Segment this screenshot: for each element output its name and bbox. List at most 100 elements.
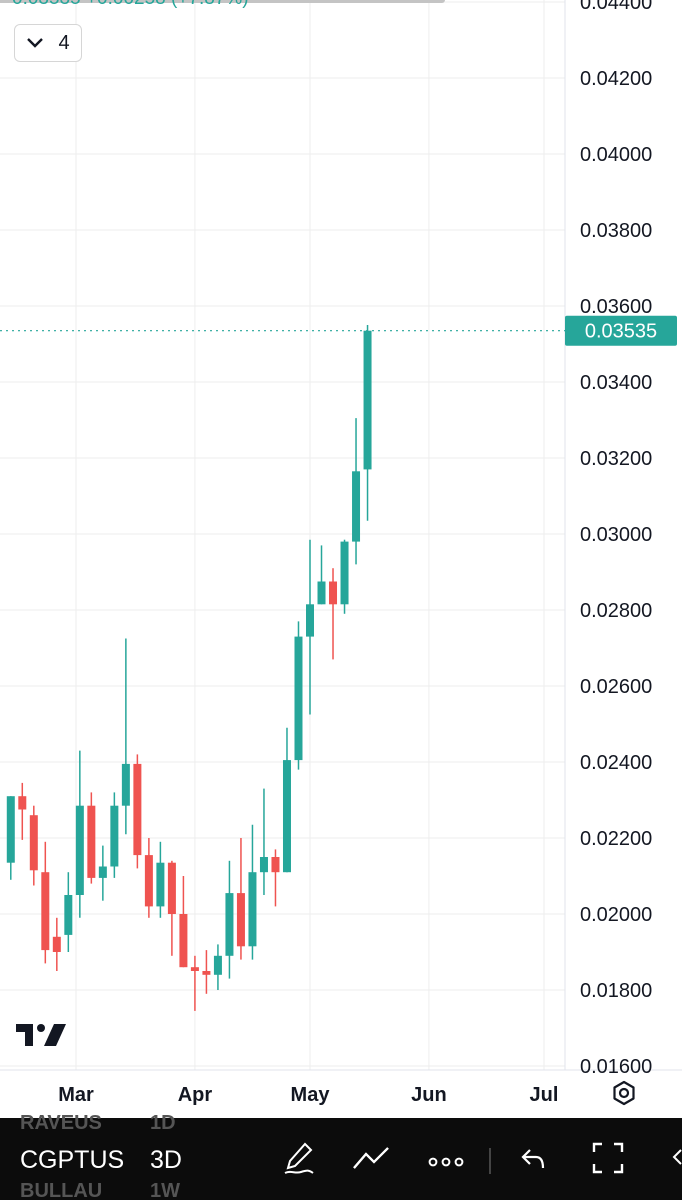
bottom-toolbar: RAVEUS 1D CGPTUS 3D BULLAU 1W [0, 1112, 682, 1202]
candle [213, 944, 222, 990]
candle-body [271, 857, 280, 873]
candle-body [110, 805, 119, 867]
horizontal-gridlines [0, 1, 565, 1067]
candle [6, 796, 15, 880]
candle-body [352, 471, 361, 542]
candle [317, 545, 326, 605]
candle-body [6, 796, 15, 863]
candle-body [75, 805, 84, 895]
candle [52, 917, 61, 971]
interval-button[interactable]: 3D [150, 1146, 182, 1174]
candle-body [248, 872, 257, 947]
candle-body [213, 955, 222, 975]
candle-body [167, 862, 176, 914]
price-tick-label: 0.03200 [580, 448, 652, 470]
candle-body [363, 330, 372, 470]
price-tick-label: 0.03400 [580, 372, 652, 394]
vertical-gridlines [75, 0, 545, 1070]
candle [41, 841, 50, 964]
candle [121, 638, 130, 835]
time-tick-label: May [291, 1084, 331, 1106]
candle [271, 849, 280, 907]
fullscreen-icon[interactable] [592, 1142, 624, 1179]
price-tick-label: 0.02200 [580, 828, 652, 850]
price-tick-label: 0.02000 [580, 904, 652, 926]
candles[interactable] [6, 325, 372, 1011]
ghost-interval-below: 1W [150, 1180, 180, 1202]
candle [110, 792, 119, 878]
last-price-badge [565, 315, 677, 346]
last-price-value: 0.03535 [585, 321, 657, 343]
tradingview-logo[interactable] [16, 1022, 66, 1053]
candle [340, 539, 349, 614]
candle [133, 754, 142, 869]
candle [259, 788, 268, 895]
candle [98, 845, 107, 901]
candle [29, 805, 38, 886]
indicator-count: 4 [58, 31, 70, 54]
candle-body [282, 760, 291, 873]
candle-body [306, 604, 314, 637]
ghost-interval-above: 1D [150, 1112, 176, 1134]
candle-body [98, 866, 107, 878]
candle [363, 325, 372, 521]
indicators-collapse-button[interactable]: 4 [14, 24, 82, 62]
candle-body [133, 763, 142, 856]
candle-body [179, 914, 188, 968]
drawing-tools-icon[interactable] [352, 1144, 390, 1177]
time-tick-label: Apr [178, 1084, 213, 1106]
ghost-symbol-above: RAVEUS [20, 1112, 102, 1134]
price-tick-label: 0.02400 [580, 752, 652, 774]
candle [144, 838, 153, 918]
partial-icon [672, 1148, 682, 1175]
candle [64, 872, 73, 952]
candle-body [41, 872, 50, 951]
symbol-name[interactable]: CGPTUS [20, 1146, 125, 1174]
candle-body [340, 541, 349, 605]
candlestick-chart[interactable]: 0.04400 0.04200 0.04000 0.03800 0.03600 0.034… [0, 0, 682, 1118]
candle-body [259, 857, 268, 873]
candle-body [190, 967, 199, 971]
price-tick-label: 0.01800 [580, 980, 652, 1002]
candle-body [317, 581, 326, 605]
settings-icon[interactable] [609, 1078, 639, 1108]
candle [18, 782, 27, 840]
price-axis[interactable]: 0.04400 0.04200 0.04000 0.03800 0.03600 0.034… [580, 0, 652, 1078]
candle [87, 792, 96, 884]
candle-body [18, 796, 27, 810]
candle [167, 860, 176, 956]
price-tick-label: 0.02600 [580, 676, 652, 698]
candle-body [156, 862, 165, 907]
undo-icon[interactable] [520, 1148, 546, 1175]
candle [190, 955, 199, 1011]
candle-body [144, 855, 153, 907]
toolbar-divider [489, 1148, 491, 1174]
candle-body [329, 581, 338, 605]
ohlc-legend: 0.03535 +0.00258 (+7.87%) [12, 0, 249, 10]
last-price-label: 0.03535 [565, 315, 677, 346]
candle-body [225, 893, 234, 956]
more-icon[interactable] [428, 1154, 464, 1172]
price-tick-label: 0.01600 [580, 1056, 652, 1078]
candle [248, 824, 257, 960]
candle [282, 727, 291, 873]
time-tick-label: Jul [530, 1084, 559, 1106]
top-overlay-bar [0, 0, 445, 3]
candle [329, 568, 338, 660]
candle [202, 950, 211, 994]
candle-body [236, 893, 245, 947]
candle [236, 838, 245, 960]
chevron-down-icon [26, 32, 44, 55]
candle-body [202, 971, 211, 975]
candle-body [87, 805, 96, 878]
pen-icon[interactable] [283, 1140, 315, 1181]
candle [352, 418, 361, 565]
candle [294, 621, 303, 770]
price-tick-label: 0.03600 [580, 296, 652, 318]
candle [306, 539, 314, 715]
price-tick-label: 0.04000 [580, 144, 652, 166]
candle [179, 876, 188, 968]
time-axis[interactable]: Mar Apr May Jun Jul [58, 1084, 558, 1106]
candle-body [294, 636, 303, 761]
price-tick-label: 0.02800 [580, 600, 652, 622]
